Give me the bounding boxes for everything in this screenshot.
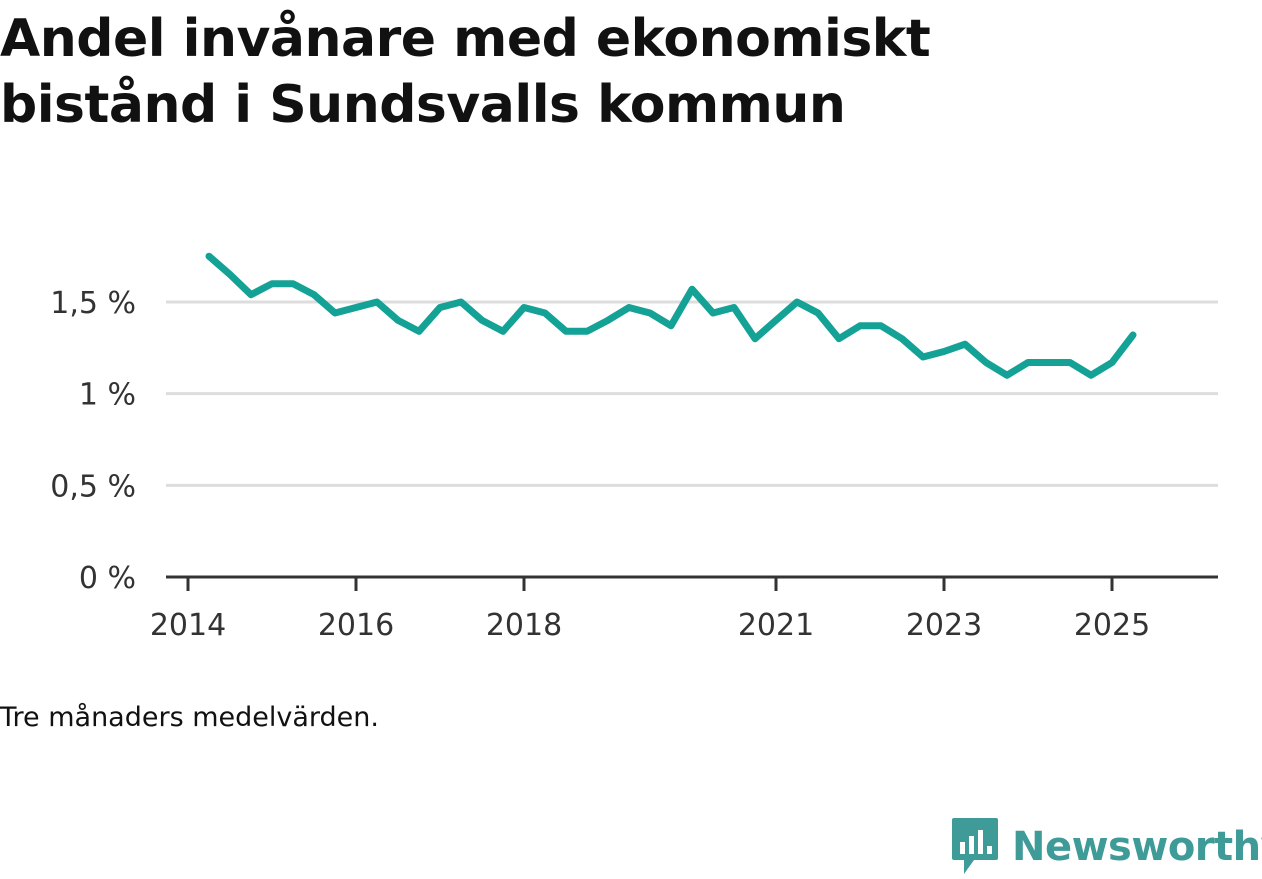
newsworthy-logo: Newsworthy: [950, 816, 1262, 878]
y-tick-label: 0 %: [79, 561, 136, 596]
y-tick-label: 0,5 %: [50, 469, 136, 504]
y-tick-label: 1 %: [79, 378, 136, 413]
chart-title: Andel invånare med ekonomiskt bistånd i …: [0, 9, 931, 135]
chat-bar-chart-icon: [952, 818, 998, 874]
logo-text: Newsworthy: [1012, 824, 1262, 870]
y-tick-label: 1,5 %: [50, 286, 136, 321]
x-tick-label: 2021: [738, 608, 814, 643]
x-tick-label: 2025: [1074, 608, 1150, 643]
chart-footnote: Tre månaders medelvärden.: [0, 702, 379, 733]
line-chart: 0 % 0,5 % 1 % 1,5 % 2014 2016 2018 2021 2023 202…: [50, 252, 1218, 643]
x-tick-label: 2018: [486, 608, 562, 643]
x-tick-label: 2016: [318, 608, 394, 643]
series-layer: [205, 252, 1137, 379]
series-line: [205, 252, 1137, 379]
x-axis-ticks: 2014 2016 2018 2021 2023 2025: [150, 577, 1150, 643]
x-tick-label: 2014: [150, 608, 226, 643]
grid-lines: [166, 300, 1218, 487]
y-axis-ticks: 0 % 0,5 % 1 % 1,5 %: [50, 286, 136, 596]
x-tick-label: 2023: [906, 608, 982, 643]
